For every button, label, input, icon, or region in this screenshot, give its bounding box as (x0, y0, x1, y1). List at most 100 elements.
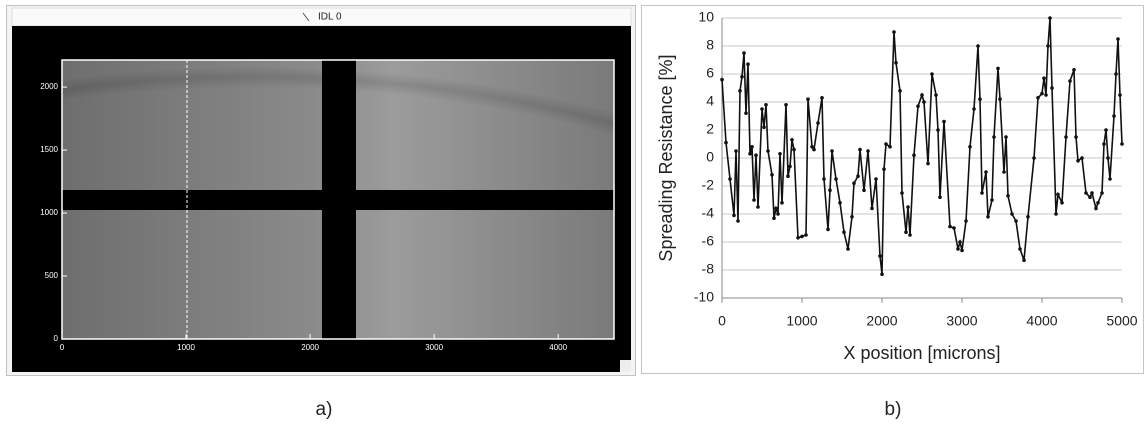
data-point (976, 44, 980, 48)
data-point (958, 240, 962, 244)
data-point (772, 216, 776, 220)
x-tick-label: 1000 (177, 343, 195, 352)
data-point (1010, 212, 1014, 216)
x-axis-title: X position [microns] (843, 343, 1000, 363)
x-tick-label: 2000 (301, 343, 319, 352)
data-point (1014, 219, 1018, 223)
data-point (792, 147, 796, 152)
data-point (764, 103, 768, 107)
data-point (754, 153, 758, 157)
data-point (898, 89, 902, 93)
data-point (1042, 76, 1046, 80)
data-point (784, 103, 788, 107)
data-point (750, 145, 754, 149)
data-point (1018, 247, 1022, 251)
x-tick-label: 1000 (786, 313, 817, 329)
data-point (734, 149, 738, 153)
data-point (1096, 201, 1100, 205)
y-tick-label: 0 (54, 334, 59, 343)
data-point (1120, 142, 1124, 146)
y-tick-label: -4 (702, 205, 715, 221)
y-tick-label: -8 (702, 261, 715, 277)
data-point (972, 107, 976, 111)
y-tick-label: 10 (698, 9, 714, 25)
data-point (830, 149, 834, 153)
data-point (990, 198, 994, 202)
y-tick-label: 2 (706, 121, 714, 137)
data-point (826, 227, 830, 232)
data-point (756, 205, 760, 209)
data-point (948, 224, 952, 229)
data-point (1046, 44, 1050, 48)
data-point (742, 51, 746, 55)
data-point (1068, 79, 1072, 83)
data-point (1076, 159, 1080, 163)
data-point (816, 121, 820, 125)
data-point (978, 97, 982, 101)
data-point (752, 198, 756, 202)
data-point (884, 142, 888, 146)
title-icon (302, 12, 310, 22)
chart-layer: IDL 00 1000 2000 3000 40000500100015002000a)… (40, 9, 1138, 420)
data-point (916, 104, 920, 108)
data-point (956, 247, 960, 251)
data-point (960, 248, 964, 253)
data-point (786, 174, 790, 178)
data-point (906, 205, 910, 209)
data-point (1048, 16, 1052, 20)
data-point (838, 201, 842, 205)
data-point (1074, 135, 1078, 139)
data-point (850, 215, 854, 219)
data-point (762, 125, 766, 129)
data-point (992, 135, 996, 139)
y-tick-label: 4 (706, 93, 714, 109)
y-tick-label: 2000 (40, 82, 58, 91)
data-point (846, 247, 850, 251)
data-point (746, 62, 750, 66)
data-point (1108, 177, 1112, 181)
data-point (732, 213, 736, 218)
data-point (904, 230, 908, 234)
data-point (1116, 37, 1120, 41)
data-point (934, 93, 938, 97)
data-point (1084, 191, 1088, 195)
data-point (870, 206, 874, 211)
data-point (842, 230, 846, 234)
data-point (796, 236, 800, 240)
data-point (780, 201, 784, 205)
data-point (888, 145, 892, 149)
data-point (858, 147, 862, 152)
data-point (1054, 212, 1058, 216)
data-point (952, 226, 956, 230)
data-point (996, 66, 1000, 71)
data-point (724, 140, 728, 145)
y-tick-label: 500 (45, 271, 59, 280)
data-point (776, 212, 780, 216)
data-point (1106, 156, 1110, 160)
data-point (738, 89, 742, 93)
data-point (908, 233, 912, 237)
data-point (930, 72, 934, 76)
data-point (878, 254, 882, 258)
data-point (1040, 91, 1044, 96)
data-point (1036, 96, 1040, 100)
data-point (1004, 135, 1008, 139)
x-tick-label: 3000 (425, 343, 443, 352)
mask-horizontal (62, 190, 614, 210)
data-point (1002, 170, 1006, 174)
data-point (1100, 191, 1104, 195)
x-tick-label: 4000 (1026, 313, 1057, 329)
data-point (1118, 93, 1122, 97)
data-point (790, 138, 794, 142)
data-point (964, 219, 968, 223)
data-point (800, 234, 804, 239)
y-tick-label: 0 (706, 149, 714, 165)
x-tick-label: 2000 (866, 313, 897, 329)
data-point (986, 215, 990, 219)
data-point (778, 152, 782, 156)
data-point (922, 100, 926, 104)
data-point (1094, 206, 1098, 211)
data-point (728, 177, 732, 181)
data-point (1022, 258, 1026, 263)
